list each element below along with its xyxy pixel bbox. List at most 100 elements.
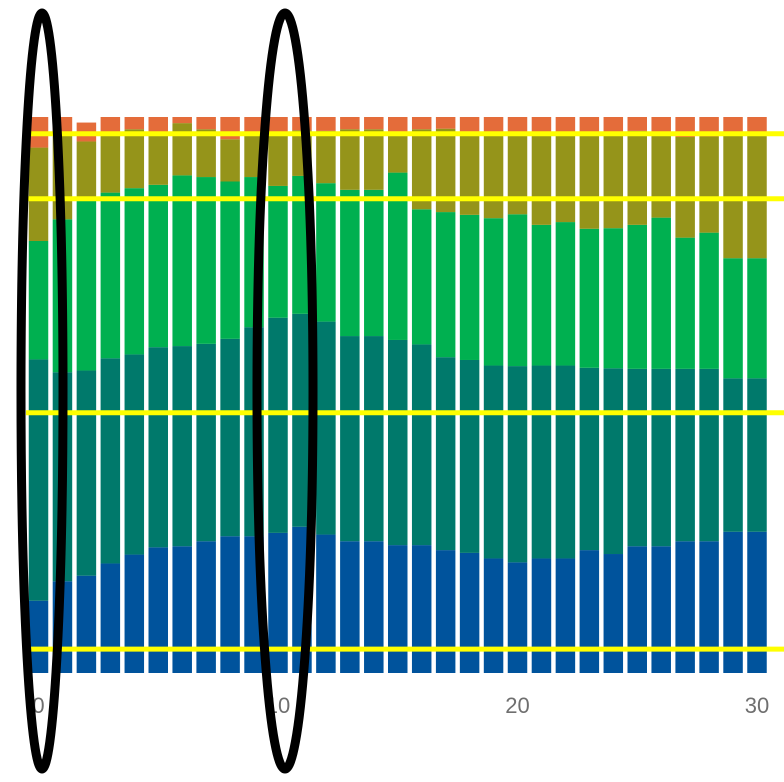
bar-segment-x16-s3 <box>411 129 432 210</box>
bar-segment-x4-s0 <box>124 554 145 673</box>
bar-segment-x19-s1 <box>483 365 504 559</box>
bar-segment-x27-s1 <box>675 368 695 542</box>
bar-segment-x6-s2 <box>172 175 192 347</box>
bar-segment-x25-s1 <box>627 368 647 547</box>
bar-segment-x18-s1 <box>459 359 480 553</box>
bar-segment-x20-s3 <box>507 134 528 215</box>
bar-segment-x7-s1 <box>196 343 216 542</box>
bar-segment-x28-s1 <box>699 368 719 542</box>
bar-segment-x17-s1 <box>435 357 456 551</box>
bar-segment-x5-s2 <box>148 184 168 348</box>
bar-segment-x19-s0 <box>483 558 504 673</box>
bar-segment-x18-s4 <box>459 117 480 132</box>
bar-segment-x5-s4 <box>148 117 168 133</box>
bar-segment-x27-s2 <box>675 237 695 369</box>
annotation-ellipse-left <box>16 8 68 774</box>
bar-segment-x22-s2 <box>555 222 576 366</box>
bar-segment-x14-s1 <box>364 336 384 542</box>
bar-segment-x3-s2 <box>100 192 121 359</box>
highlight-lines <box>26 131 784 652</box>
bar-segment-x30-s2 <box>747 258 767 379</box>
bar-segment-x15-s1 <box>388 339 408 546</box>
bar-segment-x6-s0 <box>172 546 192 673</box>
bar-segment-x3-s4 <box>100 117 121 134</box>
bar-segment-x6-s1 <box>172 346 192 547</box>
bar-segment-x7-s0 <box>196 541 216 673</box>
bar-segment-x2-s2 <box>76 200 97 371</box>
bar-segment-x10-s3 <box>268 134 288 186</box>
bar-segment-x23-s4 <box>579 117 600 135</box>
bar-segment-x22-s3 <box>555 134 576 223</box>
bar-segment-x4-s1 <box>124 354 145 555</box>
bar-segment-x13-s3 <box>340 129 360 190</box>
bar-segment-x0-s1 <box>28 359 49 601</box>
bar-segment-x14-s2 <box>364 189 384 337</box>
bar-segment-x27-s0 <box>675 541 695 673</box>
bar-segment-x22-s4 <box>555 117 576 135</box>
bar-segment-x17-s3 <box>435 128 456 213</box>
bar-segment-x19-s3 <box>483 134 504 219</box>
x-tick-label: 30 <box>745 693 769 718</box>
bar-segment-x5-s0 <box>148 547 168 673</box>
bar-segment-x17-s0 <box>435 550 456 673</box>
bar-segment-x20-s0 <box>507 562 528 673</box>
bar-segment-x24-s3 <box>603 132 624 229</box>
bar-segment-x3-s1 <box>100 358 121 564</box>
x-tick-label: 0 <box>32 693 44 718</box>
x-axis-ticks: 0 10 20 30 <box>32 693 769 718</box>
bar-segment-x14-s0 <box>364 541 384 673</box>
bar-segment-x16-s0 <box>411 545 432 673</box>
bar-segment-x8-s3 <box>220 139 240 182</box>
bar-segment-x13-s1 <box>340 336 360 542</box>
bar-segment-x20-s2 <box>507 214 528 367</box>
bar-segment-x17-s2 <box>435 212 456 358</box>
bar-segment-x29-s0 <box>723 531 743 673</box>
bar-segment-x25-s4 <box>627 117 647 131</box>
bar-segment-x13-s2 <box>340 189 360 337</box>
bar-segment-x21-s3 <box>531 134 552 225</box>
bar-segment-x18-s2 <box>459 214 480 360</box>
bar-segment-x24-s2 <box>603 228 624 369</box>
bar-segment-x3-s0 <box>100 563 121 673</box>
bar-segment-x26-s0 <box>651 546 671 673</box>
bar-segment-x0-s2 <box>28 240 49 360</box>
bar-segment-x20-s4 <box>507 117 528 135</box>
bar-segment-x15-s4 <box>388 117 408 132</box>
bar-segment-x24-s4 <box>603 117 624 133</box>
bar-segment-x18-s3 <box>459 131 480 215</box>
bar-segment-x4-s2 <box>124 188 145 355</box>
bar-segment-x28-s3 <box>699 136 719 233</box>
bar-segment-x21-s2 <box>531 224 552 366</box>
bar-segment-x17-s4 <box>435 117 456 129</box>
annotation-ellipse-right <box>252 8 318 774</box>
bar-segment-x2-s1 <box>76 370 97 576</box>
bar-segment-x25-s2 <box>627 224 647 369</box>
bar-segment-x19-s2 <box>483 218 504 366</box>
bar-segment-x15-s2 <box>388 172 408 340</box>
bar-segment-x26-s2 <box>651 217 671 369</box>
bar-segment-x24-s1 <box>603 368 624 555</box>
bar-segment-x8-s2 <box>220 181 240 339</box>
bar-segment-x28-s2 <box>699 232 719 369</box>
bar-segment-x11-s1 <box>292 313 312 527</box>
bar-segment-x14-s3 <box>364 129 384 190</box>
bar-segment-x3-s3 <box>100 133 121 193</box>
bar-segment-x7-s2 <box>196 177 216 344</box>
bar-segment-x26-s3 <box>651 132 671 218</box>
bar-segment-x2-s0 <box>76 575 97 673</box>
bar-segment-x30-s1 <box>747 378 767 532</box>
bar-segment-x6-s3 <box>172 123 192 176</box>
bar-segment-x22-s0 <box>555 558 576 673</box>
bar-segment-x23-s2 <box>579 228 600 368</box>
bar-segment-x30-s4 <box>747 117 767 135</box>
bar-segment-x13-s4 <box>340 117 360 130</box>
bar-segment-x22-s1 <box>555 365 576 559</box>
bar-segment-x16-s1 <box>411 344 432 546</box>
x-tick-label: 20 <box>505 693 529 718</box>
bar-segment-x10-s4 <box>268 117 288 135</box>
bar-segment-x9-s4 <box>244 117 264 135</box>
bar-segment-x4-s3 <box>124 129 145 189</box>
bar-segment-x16-s2 <box>411 209 432 345</box>
bar-segment-x25-s3 <box>627 130 647 225</box>
